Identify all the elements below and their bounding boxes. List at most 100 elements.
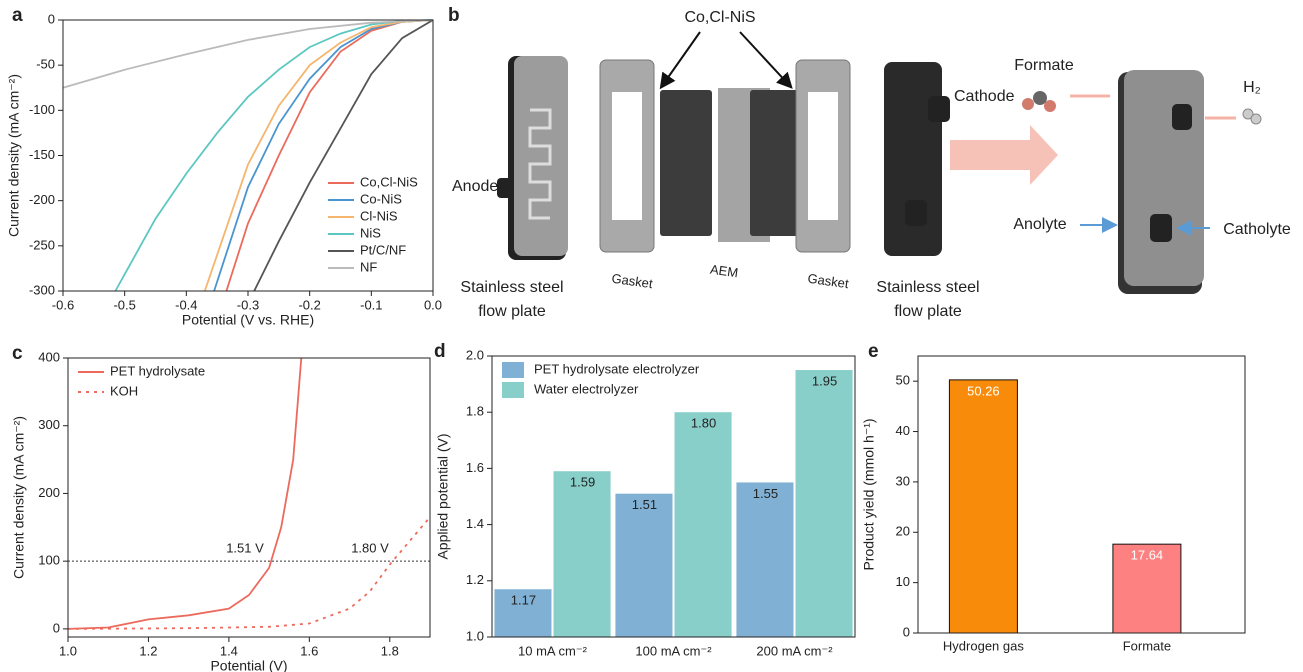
y-tick-label: -250 [29,237,55,252]
gasket-hole [612,92,642,220]
x-axis-title: Potential (V vs. RHE) [182,312,314,328]
arrow [950,125,1058,185]
x-tick-label: -0.1 [360,297,382,312]
y-tick-label: 20 [896,524,910,539]
y-tick-label: 30 [896,473,910,488]
x-tick-label: Hydrogen gas [943,638,1024,653]
y-tick-label: 1.2 [466,572,484,587]
flow-channel [528,108,552,220]
bar [494,589,552,637]
panel-letter: c [12,343,23,364]
panel-letter: d [434,341,446,362]
line [67,516,431,630]
panel-letter: a [12,5,23,26]
legend-label: PET hydrolysate electrolyzer [534,361,700,376]
plot-frame [67,357,431,638]
bar [553,471,611,637]
x-tick-label: 200 mA cm⁻² [756,643,833,658]
y-tick-label: -200 [29,192,55,207]
legend-label: Water electrolyzer [534,381,639,396]
label: Anolyte [1013,216,1066,233]
legend-label: Co,Cl-NiS [360,174,418,189]
value-label: 50.26 [967,383,1000,398]
value-label: 1.95 [812,373,837,388]
y-tick-label: 0 [48,11,55,26]
value-label: 1.59 [570,475,595,490]
port [1150,214,1172,242]
bar [674,412,732,637]
molecule [1250,113,1262,125]
y-tick-label: 1.0 [466,628,484,643]
label: Stainless steel [876,279,979,296]
y-axis-title: Product yield (mmol h⁻¹) [861,418,877,570]
y-axis-title: Current density (mA cm⁻²) [6,74,22,237]
label: Formate [1014,57,1074,74]
molecule [1022,98,1034,110]
plot-frame [491,355,856,638]
legend-swatch [502,382,524,398]
x-tick-label: 100 mA cm⁻² [635,643,712,658]
x-axis-title: Potential (V) [210,658,287,672]
plate [884,62,942,256]
molecule [1242,108,1254,120]
y-tick-label: 100 [38,553,60,568]
y-tick-label: 10 [896,574,910,589]
x-tick-label: 1.4 [220,643,238,658]
bar [1112,543,1182,634]
y-tick-label: -100 [29,102,55,117]
x-tick-label: 1.6 [300,643,318,658]
y-tick-label: -150 [29,147,55,162]
legend-label: Co-NiS [360,191,402,206]
line [62,19,434,89]
bar [795,370,853,637]
plot-frame [917,355,1246,634]
y-tick-label: 0 [53,620,60,635]
value-label: 1.17 [511,593,536,608]
label: Catholyte [1223,221,1291,238]
y-tick-label: 200 [38,485,60,500]
label: flow plate [894,303,962,320]
label: AEM [709,262,739,281]
legend-label: KOH [110,383,138,398]
label: Stainless steel [460,279,563,296]
value-label: 17.64 [1131,548,1164,563]
x-tick-label: 10 mA cm⁻² [518,643,588,658]
molecule [1033,91,1047,105]
legend-label: NF [360,259,377,274]
panel-letter: b [448,5,460,26]
electrode [660,90,712,236]
port [928,96,950,122]
legend-swatch [502,362,524,378]
y-tick-label: 50 [896,373,910,388]
y-tick-label: 1.8 [466,404,484,419]
bar [948,379,1018,634]
x-tick-label: 1.2 [139,643,157,658]
value-label: 1.80 [691,416,716,431]
bar [736,482,794,637]
port [497,178,511,198]
port [1172,104,1192,130]
x-tick-label: Formate [1123,638,1171,653]
y-tick-label: 0 [903,624,910,639]
x-tick-label: -0.4 [175,297,197,312]
line [67,357,303,630]
molecule [1044,100,1056,112]
y-tick-label: -50 [36,57,55,72]
arrow [659,31,701,90]
y-axis-title: Current density (mA cm⁻²) [11,416,27,579]
label: H₂ [1243,79,1261,96]
line [253,19,434,292]
line [203,19,434,292]
port [905,200,927,226]
device [1124,70,1204,286]
legend-label: PET hydrolysate [110,363,205,378]
y-tick-label: 2.0 [466,347,484,362]
x-tick-label: -0.6 [52,297,74,312]
gasket-hole [808,92,838,220]
panel-letter: e [868,341,879,362]
y-tick-label: -300 [29,282,55,297]
x-tick-label: -0.5 [113,297,135,312]
label: Cathode [954,88,1015,105]
annotation: 1.80 V [351,540,389,555]
